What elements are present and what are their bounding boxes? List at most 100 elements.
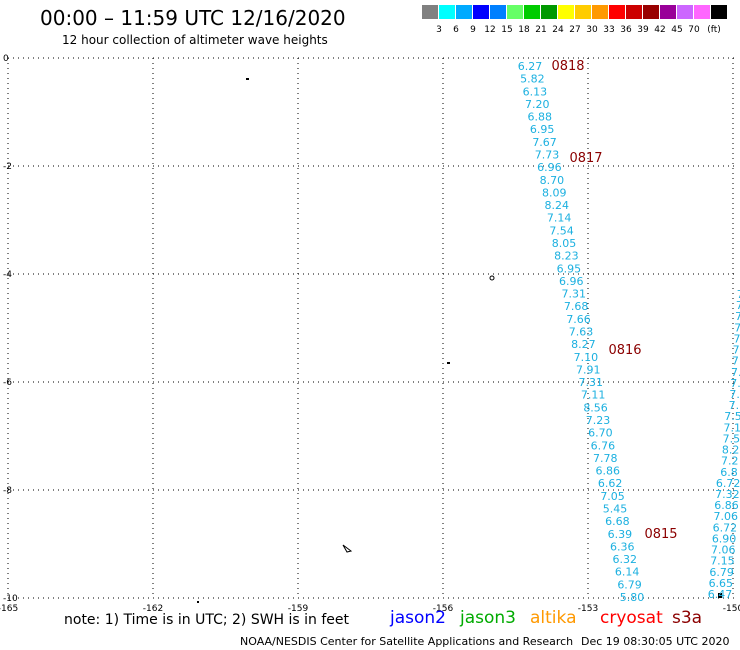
color-swatch [626, 5, 642, 19]
track-time-label: 0817 [569, 151, 602, 166]
x-tick-label: -156 [433, 604, 454, 614]
color-scale-label: 3 [436, 25, 442, 35]
swh-value: 6.32 [612, 553, 637, 566]
color-swatch [643, 5, 659, 19]
y-tick-label: -4 [3, 270, 12, 280]
swh-value-right-track: 6.65 [709, 577, 734, 590]
color-scale-label: 33 [603, 25, 615, 35]
color-swatch [456, 5, 472, 19]
color-swatch [490, 5, 506, 19]
swh-value-right-track: 6.86 [714, 499, 739, 512]
swh-value-right-track: 7. [736, 299, 740, 312]
swh-value: 7.73 [535, 149, 560, 162]
swh-value-right-track: 7.06 [711, 544, 736, 557]
island-marker [489, 275, 495, 281]
color-swatch [558, 5, 574, 19]
color-swatch [473, 5, 489, 19]
page-title: 00:00 – 11:59 UTC 12/16/2020 [40, 6, 346, 30]
swh-value-right-track: 7. [734, 321, 740, 334]
footer-credit: NOAA/NESDIS Center for Satellite Applica… [240, 635, 574, 648]
color-swatch [439, 5, 455, 19]
swh-value: 7.91 [576, 363, 601, 376]
color-scale-label: 12 [484, 25, 496, 35]
swh-value-right-track: 7.15 [710, 555, 735, 568]
swh-value: 7.14 [547, 212, 572, 225]
x-tick-label: -162 [143, 604, 163, 614]
island-marker [246, 78, 249, 80]
legend-jason2: jason2 [390, 608, 446, 628]
color-scale-label: 9 [470, 25, 476, 35]
swh-value: 5.80 [620, 591, 645, 604]
swh-value-right-track: 7. [732, 355, 740, 368]
swh-value: 8.27 [571, 338, 596, 351]
swh-value: 7.05 [600, 490, 625, 503]
swh-value: 6.14 [615, 566, 640, 579]
track-time-label: 0815 [644, 527, 677, 542]
color-scale-label: 70 [688, 25, 700, 35]
swh-value-right-track: 6.72 [716, 477, 740, 490]
island-marker [447, 362, 450, 364]
color-scale-label: 15 [501, 25, 513, 35]
swh-value: 6.76 [591, 439, 616, 452]
swh-value: 7.11 [581, 389, 606, 402]
legend-s3a: s3a [672, 608, 703, 628]
swh-value: 8.56 [583, 401, 608, 414]
swh-value-right-track: 7.5 [723, 432, 740, 445]
x-tick-label: -165 [0, 604, 18, 614]
swh-value: 5.82 [520, 73, 545, 86]
x-tick-label: -153 [578, 604, 598, 614]
y-tick-label: -10 [3, 594, 18, 604]
swh-value-right-track: 7.06 [713, 510, 738, 523]
track-time-label: 0818 [551, 59, 584, 74]
island-marker [718, 593, 722, 598]
swh-value-right-track: 7. [733, 332, 740, 345]
color-scale-label: 27 [569, 25, 581, 35]
color-scale-label: 18 [518, 25, 530, 35]
legend-cryosat: cryosat [600, 608, 663, 628]
color-swatch [507, 5, 523, 19]
swh-value: 6.96 [537, 161, 562, 174]
color-scale-label: 42 [654, 25, 666, 35]
swh-value: 6.39 [608, 528, 633, 541]
swh-value-right-track: 7.2 [721, 455, 739, 468]
page-subtitle: 12 hour collection of altimeter wave hei… [62, 33, 328, 47]
swh-value: 7.66 [566, 313, 591, 326]
swh-value: 6.95 [530, 123, 555, 136]
swh-value-right-track: 7. [730, 377, 740, 390]
swh-value: 7.10 [574, 351, 599, 364]
color-scale-label: 30 [586, 25, 598, 35]
color-swatch [677, 5, 693, 19]
island-marker [342, 544, 353, 553]
y-tick-label: -6 [3, 378, 12, 388]
swh-value: 7.78 [593, 452, 618, 465]
legend-altika: altika [530, 608, 577, 628]
swh-value-right-track: 6.79 [709, 566, 734, 579]
x-tick-label: -150 [723, 604, 740, 614]
swh-value: 7.23 [586, 414, 611, 427]
color-scale-label: 6 [453, 25, 459, 35]
color-scale-unit: (ft) [707, 25, 721, 35]
swh-value-right-track: 7.5 [724, 410, 740, 423]
legend-note: note: 1) Time is in UTC; 2) SWH is in fe… [64, 612, 350, 628]
color-swatch [575, 5, 591, 19]
swh-value-right-track: 6.47 [708, 588, 733, 601]
island-marker [197, 601, 199, 603]
swh-value-right-track: 7. [731, 366, 740, 379]
track-time-label: 0816 [608, 343, 641, 358]
color-scale-label: 36 [620, 25, 632, 35]
swh-value-right-track: 6.72 [713, 521, 738, 534]
swh-value: 8.70 [540, 174, 565, 187]
swh-value: 7.63 [569, 326, 594, 339]
color-swatch [422, 5, 438, 19]
color-swatch [609, 5, 625, 19]
swh-value: 7.68 [564, 300, 589, 313]
swh-value-right-track: 7.1 [723, 421, 740, 434]
color-scale-label: 21 [535, 25, 547, 35]
swh-value: 8.09 [542, 186, 567, 199]
swh-value-right-track: 7.32 [715, 488, 740, 501]
swh-value-right-track: 7. [735, 310, 740, 323]
swh-value-right-track: 7. [729, 399, 740, 412]
swh-value: 6.27 [518, 60, 543, 73]
